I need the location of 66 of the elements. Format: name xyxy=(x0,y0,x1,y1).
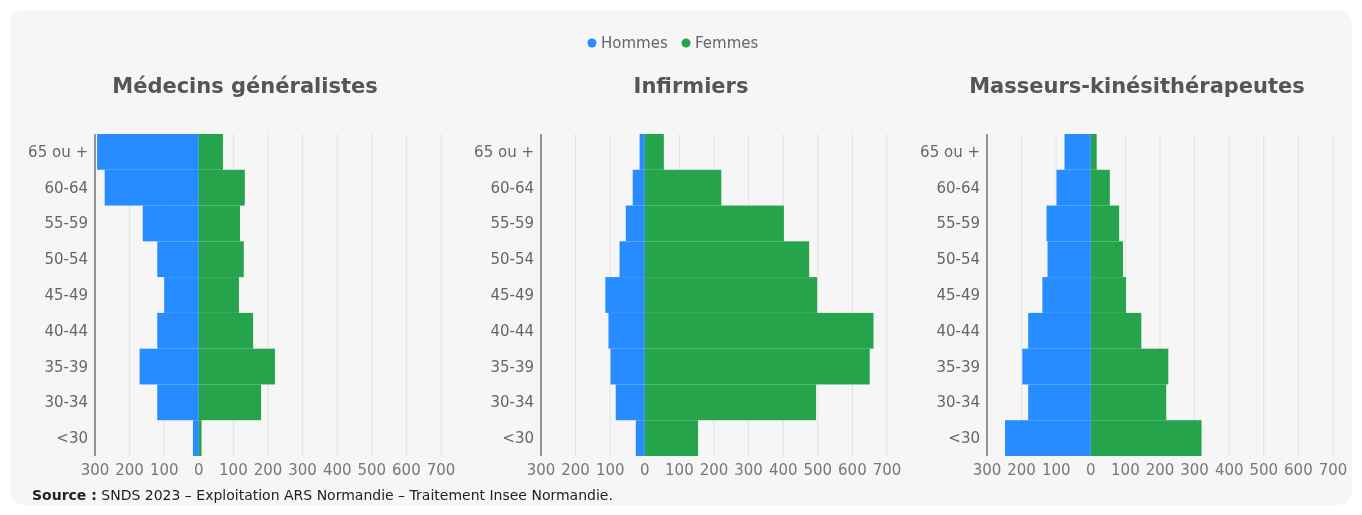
y-tick-label: 35-39 xyxy=(490,357,534,376)
y-tick-label: 50-54 xyxy=(44,250,88,269)
chart-title: Masseurs-kinésithérapeutes xyxy=(969,74,1305,98)
x-tick-label: 0 xyxy=(640,461,650,479)
x-tick-label: 100 xyxy=(219,461,248,479)
x-tick-label: 300 xyxy=(972,461,1002,479)
x-tick-label: 700 xyxy=(872,461,902,479)
y-tick-label: 40-44 xyxy=(936,321,980,340)
y-tick-label: 60-64 xyxy=(44,178,88,197)
x-tick-label: 200 xyxy=(115,461,144,479)
y-tick-label: 40-44 xyxy=(490,321,534,340)
x-tick-label: 500 xyxy=(357,461,387,479)
x-tick-label: 200 xyxy=(699,461,729,479)
x-tick-label: 200 xyxy=(253,461,283,479)
y-tick-label: 30-34 xyxy=(490,393,534,412)
x-tick-label: 200 xyxy=(1007,461,1036,479)
x-tick-label: 0 xyxy=(1086,461,1096,479)
y-tick-label: 65 ou + xyxy=(920,142,980,161)
x-tick-label: 600 xyxy=(838,461,867,479)
y-tick-label: 35-39 xyxy=(44,357,88,376)
x-tick-label: 100 xyxy=(1111,461,1140,479)
x-tick-label: 400 xyxy=(1214,461,1244,479)
y-tick-label: 40-44 xyxy=(44,321,88,340)
x-tick-label: 400 xyxy=(768,461,798,479)
y-tick-label: 50-54 xyxy=(936,250,980,269)
y-tick-label: 45-49 xyxy=(44,286,88,304)
x-tick-label: 500 xyxy=(803,461,833,479)
y-tick-label: 50-54 xyxy=(490,250,534,269)
y-tick-label: 35-39 xyxy=(936,357,980,376)
y-tick-label: 65 ou + xyxy=(28,142,88,161)
x-tick-label: 100 xyxy=(149,461,179,479)
y-tick-label: <30 xyxy=(502,429,534,448)
x-tick-label: 600 xyxy=(392,461,421,479)
chart-title: Infirmiers xyxy=(633,74,749,98)
x-tick-label: 200 xyxy=(561,461,590,479)
y-tick-label: 55-59 xyxy=(936,214,980,233)
x-tick-label: 300 xyxy=(1180,461,1209,479)
x-tick-label: 100 xyxy=(595,461,625,479)
x-tick-label: 300 xyxy=(80,461,110,479)
y-tick-label: 60-64 xyxy=(490,178,534,197)
chart-title: Médecins généralistes xyxy=(112,74,378,98)
y-tick-label: 45-49 xyxy=(490,286,534,304)
x-tick-label: 300 xyxy=(288,461,317,479)
legend-label: Hommes xyxy=(601,34,668,52)
x-tick-label: 300 xyxy=(734,461,763,479)
x-tick-label: 300 xyxy=(526,461,556,479)
y-tick-label: 45-49 xyxy=(936,286,980,304)
x-tick-label: 400 xyxy=(322,461,352,479)
y-tick-label: 55-59 xyxy=(44,214,88,233)
y-tick-label: <30 xyxy=(56,429,88,448)
source-note: Source : SNDS 2023 – Exploitation ARS Normandie – Traitement Insee Normandie. xyxy=(32,487,613,503)
y-tick-label: <30 xyxy=(948,429,980,448)
x-tick-label: 200 xyxy=(1145,461,1175,479)
y-tick-label: 30-34 xyxy=(44,393,88,412)
y-tick-label: 65 ou + xyxy=(474,142,534,161)
x-tick-label: 700 xyxy=(1318,461,1348,479)
x-tick-label: 100 xyxy=(1041,461,1071,479)
x-tick-label: 500 xyxy=(1249,461,1279,479)
y-tick-label: 30-34 xyxy=(936,393,980,412)
x-tick-label: 600 xyxy=(1284,461,1313,479)
y-tick-label: 60-64 xyxy=(936,178,980,197)
legend-label: Femmes xyxy=(695,34,759,52)
x-tick-label: 0 xyxy=(194,461,204,479)
y-tick-label: 55-59 xyxy=(490,214,534,233)
x-tick-label: 100 xyxy=(665,461,694,479)
x-tick-label: 700 xyxy=(426,461,456,479)
